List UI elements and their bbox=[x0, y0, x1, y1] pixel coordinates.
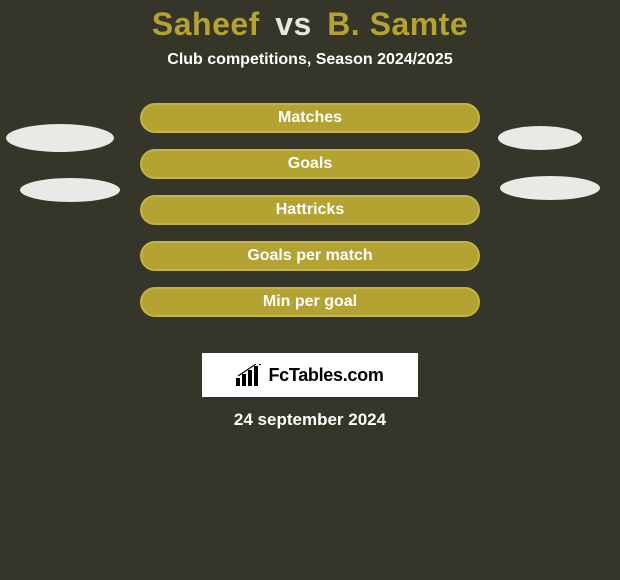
comparison-card: Saheef vs B. Samte Club competitions, Se… bbox=[0, 0, 620, 580]
stat-row: 0Goals bbox=[0, 149, 620, 179]
highlight-ellipse bbox=[498, 126, 582, 150]
fctables-icon bbox=[236, 364, 264, 386]
stat-label: Matches bbox=[278, 109, 342, 127]
stat-row: Min per goal bbox=[0, 287, 620, 317]
stat-label: Hattricks bbox=[276, 201, 344, 219]
highlight-ellipse bbox=[500, 176, 600, 200]
stat-bar: Goals per match bbox=[140, 241, 480, 271]
logo-box: FcTables.com bbox=[202, 353, 418, 397]
subtitle: Club competitions, Season 2024/2025 bbox=[0, 51, 620, 69]
stat-label: Min per goal bbox=[263, 293, 357, 311]
page-title: Saheef vs B. Samte bbox=[0, 0, 620, 43]
logo-text: FcTables.com bbox=[268, 365, 383, 386]
stat-bar: Hattricks bbox=[140, 195, 480, 225]
stat-label: Goals per match bbox=[247, 247, 372, 265]
date-line: 24 september 2024 bbox=[0, 410, 620, 430]
player-a-name: Saheef bbox=[152, 6, 260, 42]
stat-row: Goals per match bbox=[0, 241, 620, 271]
stat-bar: Min per goal bbox=[140, 287, 480, 317]
highlight-ellipse bbox=[20, 178, 120, 202]
stat-label: Goals bbox=[288, 155, 332, 173]
stat-bar: Matches bbox=[140, 103, 480, 133]
highlight-ellipse bbox=[6, 124, 114, 152]
vs-separator: vs bbox=[275, 6, 312, 42]
player-b-name: B. Samte bbox=[327, 6, 468, 42]
logo-inner: FcTables.com bbox=[236, 364, 383, 386]
stat-bar: Goals bbox=[140, 149, 480, 179]
